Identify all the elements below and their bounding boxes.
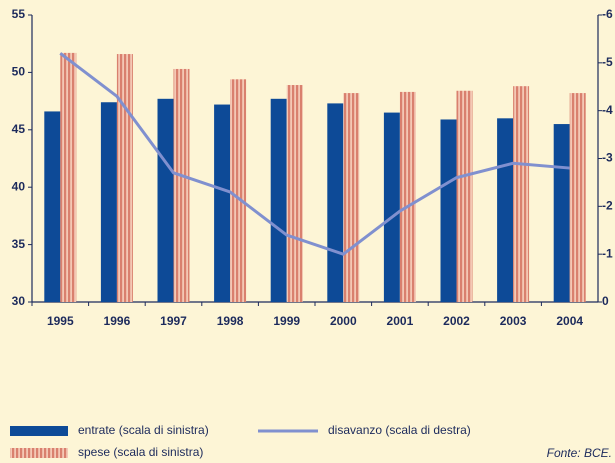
bar <box>456 90 473 302</box>
y2-tick-label: -2 <box>602 199 613 213</box>
legend-swatch <box>10 426 68 436</box>
y2-tick-label: -6 <box>602 7 613 21</box>
bar <box>440 119 457 302</box>
x-tick-label: 1996 <box>104 314 131 328</box>
y-tick-label: 40 <box>12 179 26 193</box>
bar <box>100 102 117 302</box>
y2-tick-label: -1 <box>602 246 613 260</box>
legend-label: spese (scala di sinistra) <box>78 445 203 459</box>
bar <box>157 98 174 302</box>
y-tick-label: 50 <box>12 65 26 79</box>
bar <box>327 103 344 303</box>
bar <box>44 111 61 302</box>
y-tick-label: 30 <box>12 294 26 308</box>
x-tick-label: 1998 <box>217 314 244 328</box>
bar <box>343 93 360 303</box>
bar <box>513 86 530 303</box>
bar <box>230 79 247 303</box>
bar <box>173 68 190 303</box>
x-tick-label: 1995 <box>47 314 74 328</box>
x-tick-label: 2000 <box>330 314 357 328</box>
bar <box>497 118 514 302</box>
y-tick-label: 45 <box>12 122 26 136</box>
x-tick-label: 1997 <box>160 314 187 328</box>
legend-label: entrate (scala di sinistra) <box>78 423 209 437</box>
bar <box>60 52 77 302</box>
y-tick-label: 55 <box>12 7 26 21</box>
bar <box>286 85 303 302</box>
bar <box>116 54 133 303</box>
source: Fonte: BCE. <box>547 446 612 460</box>
y2-tick-label: -5 <box>602 55 613 69</box>
x-tick-label: 2004 <box>556 314 583 328</box>
y2-tick-label: -3 <box>602 151 613 165</box>
legend-swatch <box>10 448 68 458</box>
y2-tick-label: -4 <box>602 103 613 117</box>
x-tick-label: 1999 <box>273 314 300 328</box>
bar <box>399 91 416 302</box>
x-tick-label: 2002 <box>443 314 470 328</box>
legend-label: disavanzo (scala di destra) <box>328 423 471 437</box>
line <box>59 52 570 256</box>
bar <box>214 104 231 302</box>
bar <box>383 112 400 302</box>
bar <box>270 98 287 302</box>
bar <box>569 93 586 303</box>
x-tick-label: 2003 <box>500 314 527 328</box>
y2-tick-label: 0 <box>602 294 609 308</box>
x-tick-label: 2001 <box>387 314 414 328</box>
bar <box>553 124 570 302</box>
y-tick-label: 35 <box>12 237 26 251</box>
